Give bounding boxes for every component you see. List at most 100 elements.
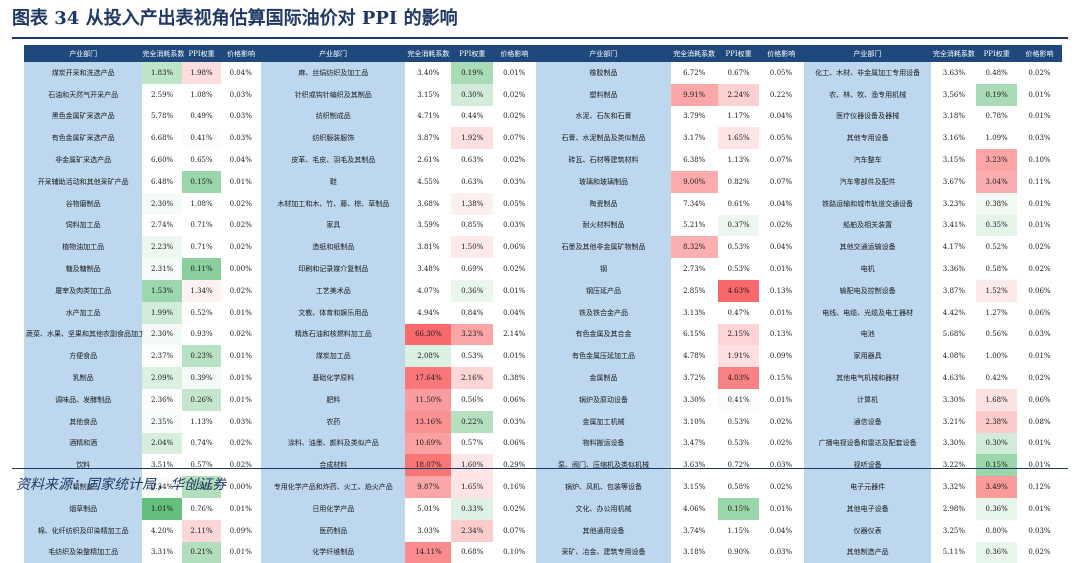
sector-name-cell: 输配电及控制设备 [802, 279, 932, 302]
table-row: 非金属矿采选产品 6.60% 0.65% 0.04% 皮革、毛皮、羽毛及其制品 2.61%… [24, 149, 1062, 171]
consumption-coefficient-cell: 3.15% [670, 476, 718, 498]
ppi-weight-cell: 2.34% [451, 519, 494, 542]
ppi-weight-cell: 1.08% [181, 83, 222, 106]
price-impact-cell: 0.01% [493, 279, 536, 302]
ppi-weight-cell: 1.92% [451, 127, 494, 150]
table-row: 精制茶 2.34% 0.21% 0.00% 专用化学产品和炸药、火工、焰火产品 9.87%… [24, 476, 1062, 498]
price-impact-cell: 0.01% [1016, 214, 1062, 237]
sector-name-cell: 精制茶 [24, 476, 143, 498]
ppi-weight-cell: 0.61% [717, 192, 760, 215]
ppi-weight-cell: 0.36% [976, 497, 1017, 520]
ppi-weight-cell: 0.63% [451, 149, 494, 171]
price-impact-cell: 0.06% [493, 388, 536, 411]
consumption-coefficient-cell: 2.85% [670, 279, 718, 302]
consumption-coefficient-cell: 3.25% [931, 519, 977, 542]
column-header: 产业部门 [535, 45, 671, 62]
sector-name-cell: 工艺美术品 [260, 279, 406, 302]
consumption-coefficient-cell: 3.63% [931, 62, 977, 84]
price-impact-cell: 0.08% [1016, 410, 1062, 433]
consumption-coefficient-cell: 4.42% [931, 301, 977, 324]
table-row: 谷物磨制品 2.30% 1.08% 0.02% 木材加工和木、竹、藤、棕、草制品 3.68… [24, 192, 1062, 215]
sector-name-cell: 文教、体育和娱乐用品 [260, 301, 406, 324]
price-impact-cell: 0.05% [759, 62, 804, 84]
price-impact-cell: 0.10% [1016, 149, 1062, 171]
price-impact-cell: 0.01% [759, 497, 804, 520]
consumption-coefficient-cell: 3.48% [405, 258, 452, 280]
consumption-coefficient-cell: 6.68% [142, 127, 182, 150]
consumption-coefficient-cell: 9.91% [670, 83, 718, 106]
ppi-weight-cell: 0.11% [181, 258, 222, 280]
ppi-weight-cell: 1.52% [976, 279, 1017, 302]
sector-name-cell: 毛纺织及染整精加工品 [24, 541, 143, 563]
consumption-coefficient-cell: 3.15% [405, 83, 452, 106]
table-row: 煤炭开采和洗选产品 1.83% 1.98% 0.04% 麻、丝绢纺织及加工品 3.40% 0… [24, 62, 1062, 84]
sector-name-cell: 肥料 [260, 388, 406, 411]
price-impact-cell: 0.01% [493, 62, 536, 84]
sector-name-cell: 锅炉及原动设备 [535, 388, 671, 411]
ppi-weight-cell: 0.36% [976, 541, 1017, 563]
consumption-coefficient-cell: 3.63% [670, 454, 718, 477]
sector-name-cell: 饮料 [24, 454, 143, 477]
ppi-weight-cell: 0.57% [451, 432, 494, 455]
price-impact-cell: 0.00% [221, 476, 261, 498]
consumption-coefficient-cell: 2.04% [142, 432, 182, 455]
price-impact-cell: 0.01% [221, 367, 261, 389]
price-impact-cell: 0.03% [221, 410, 261, 433]
price-impact-cell: 0.01% [1016, 497, 1062, 520]
column-header: 产业部门 [803, 45, 932, 62]
table-row: 方便食品 2.37% 0.23% 0.01% 煤炭加工品 2.08% 0.53% 0.01% 有… [24, 345, 1062, 368]
table-body: 煤炭开采和洗选产品 1.83% 1.98% 0.04% 麻、丝绢纺织及加工品 3.40% 0… [24, 62, 1062, 563]
consumption-coefficient-cell: 4.63% [931, 367, 977, 389]
sector-name-cell: 乳制品 [24, 367, 143, 389]
consumption-coefficient-cell: 2.09% [142, 367, 182, 389]
ppi-weight-cell: 0.84% [451, 301, 494, 324]
price-impact-cell: 0.02% [759, 476, 804, 498]
price-impact-cell: 0.05% [759, 127, 804, 150]
column-header: 产业部门 [24, 45, 143, 62]
column-header: PPI权重 [181, 45, 222, 62]
price-impact-cell: 0.01% [493, 345, 536, 368]
sector-name-cell: 农药 [260, 410, 406, 433]
table-row: 开采辅助活动和其他采矿产品 6.48% 0.15% 0.01% 鞋 4.55% 0.63% 0… [24, 170, 1062, 193]
consumption-coefficient-cell: 3.56% [931, 83, 977, 106]
table-row: 调味品、发酵制品 2.36% 0.26% 0.01% 肥料 11.50% 0.56% 0.06… [24, 388, 1062, 411]
price-impact-cell: 0.01% [1016, 454, 1062, 477]
sector-name-cell: 煤炭开采和洗选产品 [24, 62, 143, 84]
sector-name-cell: 水泥、石灰和石膏 [535, 105, 671, 128]
consumption-coefficient-cell: 2.34% [142, 476, 182, 498]
ppi-weight-cell: 0.53% [717, 410, 760, 433]
price-impact-cell: 0.06% [1016, 301, 1062, 324]
ppi-weight-cell: 0.93% [181, 323, 222, 346]
sector-name-cell: 涂料、油墨、颜料及类似产品 [260, 432, 406, 455]
consumption-coefficient-cell: 10.69% [405, 432, 452, 455]
price-impact-cell: 0.02% [1016, 62, 1062, 84]
price-impact-cell: 0.03% [1016, 323, 1062, 346]
ppi-weight-cell: 0.19% [451, 62, 494, 84]
ppi-weight-cell: 0.44% [451, 105, 494, 128]
price-impact-cell: 0.10% [493, 541, 536, 563]
ppi-weight-cell: 1.08% [181, 192, 222, 215]
sector-name-cell: 印刷和记录媒介复制品 [260, 258, 406, 280]
sector-name-cell: 广播电视设备和雷达及配套设备 [802, 432, 932, 455]
ppi-weight-cell: 0.57% [181, 454, 222, 477]
consumption-coefficient-cell: 4.07% [405, 279, 452, 302]
ppi-impact-table: 产业部门 完全消耗系数 PPI权重 价格影响 产业部门 完全消耗系数 PPI权重 价格影响 产业… [24, 45, 1062, 563]
consumption-coefficient-cell: 3.18% [931, 105, 977, 128]
table-row: 蔬菜、水果、坚果和其他农副食品加工品 2.30% 0.93% 0.02% 精炼石油和核燃… [24, 323, 1062, 346]
table-row: 饲料加工品 2.74% 0.71% 0.02% 家具 3.59% 0.85% 0.03% 耐火材… [24, 214, 1062, 237]
sector-name-cell: 开采辅助活动和其他采矿产品 [24, 170, 143, 193]
consumption-coefficient-cell: 4.06% [670, 497, 718, 520]
consumption-coefficient-cell: 3.40% [405, 62, 452, 84]
ppi-weight-cell: 0.76% [181, 497, 222, 520]
sector-name-cell: 仪器仪表 [802, 519, 932, 542]
consumption-coefficient-cell: 4.94% [405, 301, 452, 324]
sector-name-cell: 造纸和纸制品 [260, 236, 406, 259]
sector-name-cell: 耐火材料制品 [535, 214, 671, 237]
ppi-weight-cell: 4.03% [717, 367, 760, 389]
sector-name-cell: 汽车整车 [802, 149, 932, 171]
sector-name-cell: 视听设备 [802, 454, 932, 477]
table-row: 黑色金属矿采选产品 5.78% 0.49% 0.03% 纺织制成品 4.71% 0.44% 0… [24, 105, 1062, 128]
price-impact-cell: 0.05% [493, 192, 536, 215]
sector-name-cell: 医疗仪器设备及器械 [802, 105, 932, 128]
table-row: 其他食品 2.35% 1.13% 0.03% 农药 13.16% 0.22% 0.03% 金属加… [24, 410, 1062, 433]
